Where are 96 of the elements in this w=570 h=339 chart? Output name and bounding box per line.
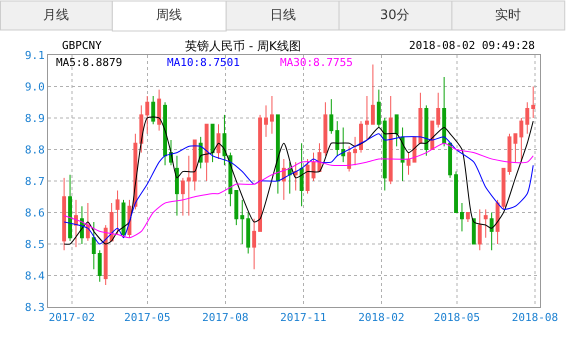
candlestick [122, 199, 126, 238]
x-tick-label: 2018-02 [358, 311, 405, 324]
candlestick [234, 190, 238, 226]
candlestick [394, 114, 399, 147]
candlestick [116, 190, 120, 236]
candlestick [246, 212, 250, 254]
x-tick-label: 2017-02 [48, 311, 95, 324]
candlestick [317, 142, 322, 172]
candlestick [418, 92, 422, 144]
candlestick [359, 120, 363, 154]
candlestick [341, 126, 346, 163]
candlestick [370, 64, 375, 125]
candlestick [442, 76, 446, 147]
candlestick [365, 95, 369, 141]
candlestick [490, 212, 494, 251]
candlestick [157, 89, 162, 132]
candlestick [98, 250, 102, 282]
candlestick [104, 224, 108, 286]
candlestick [151, 95, 156, 125]
y-tick-label: 8.7 [24, 174, 45, 188]
y-tick-label: 8.3 [24, 300, 45, 314]
candlestick [412, 136, 416, 163]
candlestick [92, 221, 96, 270]
text: MA30:8.7755 [280, 56, 353, 69]
candlestick [496, 199, 500, 244]
y-tick-label: 8.4 [24, 269, 46, 282]
text: 30分 [380, 8, 410, 23]
candlestick [347, 146, 352, 172]
candlestick [388, 95, 393, 185]
candlestick [472, 218, 476, 244]
x-tick-label: 2017-08 [202, 311, 248, 324]
text: 实时 [495, 8, 521, 23]
candlestick [531, 86, 536, 118]
candlestick [335, 120, 340, 156]
y-tick-label: 9.1 [24, 48, 45, 62]
candlestick [508, 133, 512, 176]
candlestick [110, 202, 114, 242]
text: 周线 [156, 8, 182, 23]
text: 2018-08-02 09:49:28 [409, 39, 535, 52]
candlestick [460, 202, 464, 232]
candlestick [454, 171, 458, 213]
candlestick [68, 174, 72, 242]
candlestick [288, 162, 292, 194]
candlestick [466, 212, 470, 222]
candlestick [525, 102, 530, 134]
candlestick [74, 199, 78, 248]
x-tick-label: 2017-05 [124, 311, 170, 324]
candlestick [448, 142, 452, 178]
x-tick-label: 2018-08 [512, 311, 558, 324]
candlestick [174, 155, 179, 216]
candlestick [478, 208, 482, 251]
candlestick [86, 202, 90, 242]
candlestick [406, 152, 410, 176]
text: 日线 [270, 8, 296, 23]
candlestick [264, 104, 268, 138]
candlestick [306, 158, 310, 194]
candlestick [424, 104, 428, 156]
y-tick-label: 9.0 [24, 80, 45, 94]
candlestick [294, 162, 298, 191]
candlestick [258, 114, 262, 232]
text: MA10:8.7501 [167, 56, 240, 69]
x-tick-label: 2018-05 [434, 311, 480, 324]
candlestick [353, 136, 358, 166]
candlestick [484, 208, 488, 238]
candlestick [62, 177, 66, 251]
candlestick [276, 114, 280, 194]
candlestick [240, 199, 244, 244]
candlestick [312, 152, 316, 182]
candlestick [329, 98, 334, 134]
y-tick-label: 8.8 [24, 143, 45, 156]
candlestick [436, 92, 440, 128]
candlestick [270, 95, 274, 134]
y-tick-label: 8.9 [24, 112, 45, 125]
candlestick [502, 168, 506, 210]
y-tick-label: 8.5 [24, 238, 45, 251]
candlestick [519, 118, 524, 163]
candlestick [376, 89, 381, 128]
candlestick [145, 95, 150, 134]
candlestick [180, 177, 185, 216]
candlestick [216, 124, 220, 160]
candlestick [210, 124, 215, 163]
candlestick [252, 218, 256, 270]
candlestick [163, 102, 168, 166]
candlestick [186, 155, 191, 216]
x-tick-label: 2017-11 [280, 311, 327, 324]
candlestick [282, 158, 286, 200]
text: GBPCNY [62, 39, 102, 52]
text: 月线 [43, 8, 69, 23]
text: MA5:8.8879 [56, 56, 122, 69]
y-tick-label: 8.6 [24, 206, 45, 220]
candlestick [222, 114, 226, 166]
chart-title: 英镑人民币 - 周K线图 [185, 39, 301, 53]
candlestick [300, 142, 304, 207]
candlestick [323, 102, 328, 156]
candlestick [204, 124, 209, 182]
candlestick [513, 133, 518, 163]
